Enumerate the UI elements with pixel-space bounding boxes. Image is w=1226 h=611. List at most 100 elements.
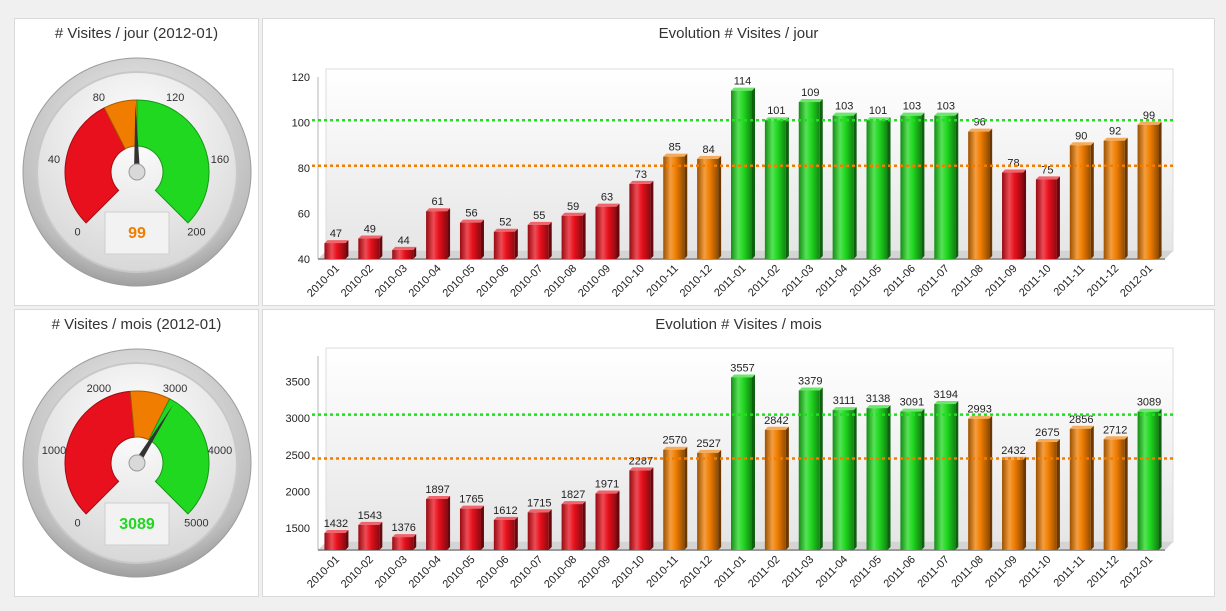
bar [493,231,515,259]
bar-top [764,426,789,430]
bar-top [358,521,383,525]
bar-value-label: 1612 [493,505,517,517]
bar [1002,172,1024,259]
x-tick-label: 2011-03 [780,554,816,590]
bar [1002,459,1024,550]
bar-top [866,405,891,409]
bar-value-label: 63 [601,192,613,204]
bar [798,102,820,260]
bar-value-label: 2570 [662,435,686,447]
bar [595,493,617,550]
x-tick-label: 2011-05 [848,554,884,590]
bar-value-label: 1715 [527,497,551,509]
bar-side [514,516,518,550]
gauge-readout-box [104,502,170,546]
bar-top [900,408,925,412]
bar-value-label: 49 [364,224,376,236]
bar [1137,124,1159,260]
x-tick-label: 2010-01 [305,263,342,300]
bar-side [413,246,417,259]
gauge-tick-label: 200 [187,226,205,238]
x-tick-label: 2011-12 [1085,554,1121,590]
bar-value-label: 75 [1041,164,1053,176]
gauge-tick-label: 40 [48,154,60,166]
bar-side [887,117,891,259]
bar-side [582,212,586,259]
bar-side [447,495,451,550]
bar-side [819,99,823,260]
bar [730,377,753,550]
bar-value-label: 3089 [1137,397,1161,409]
bar-top [832,112,857,116]
bar-value-label: 1543 [358,510,382,522]
bar-top [1103,436,1128,440]
bar [459,222,481,259]
bar-top [730,87,756,91]
bar-value-label: 1376 [391,522,415,534]
bar [968,131,990,259]
gauge-tick-label: 2000 [87,383,111,395]
gauge-segment [64,107,126,224]
bar [392,249,414,259]
bar-side [582,501,586,550]
bar [595,206,617,259]
y-tick-label: 1500 [286,523,310,535]
bar-top [459,219,484,223]
bar-side [1124,436,1128,550]
bar [1103,439,1125,550]
bar-side [1090,425,1094,550]
gauge-tick-label: 3000 [163,383,187,395]
bar-value-label: 101 [767,105,785,117]
bar-value-label: 61 [431,196,443,208]
y-tick-label: 80 [298,163,310,175]
gauge-monthly: 0 1000 2000 3000 4000 5000 3089 [22,348,252,578]
bar-value-label: 2675 [1035,427,1059,439]
bar-value-label: 1827 [561,489,585,501]
bar-side [1023,456,1027,550]
bar-value-label: 59 [567,201,579,213]
x-tick-label: 2010-09 [576,263,613,300]
x-tick-label: 2010-06 [474,554,511,591]
bar-side [752,87,756,260]
x-tick-label: 2011-12 [1085,263,1121,299]
bar [358,238,380,259]
bar-side [921,408,925,550]
bar-value-label: 103 [903,101,921,113]
bar-value-label: 3111 [833,395,856,407]
bar [866,120,888,259]
x-tick-label: 2010-02 [339,554,376,591]
x-tick-label: 2011-09 [983,554,1019,590]
gauge-panel-monthly: # Visites / mois (2012-01) 0 1000 2000 3000… [14,309,259,597]
gauge-title-monthly: # Visites / mois (2012-01) [51,316,222,333]
x-tick-label: 2011-11 [1052,554,1088,590]
bar-top [392,246,417,250]
bar [629,470,651,550]
chart-title-monthly: Evolution # Visites / mois [655,316,822,333]
x-tick-label: 2011-06 [882,263,918,299]
bar-value-label: 1432 [324,518,348,530]
bar-value-label: 96 [974,117,986,129]
bar-value-label: 2856 [1069,414,1093,426]
x-tick-label: 2010-05 [441,263,478,300]
bar [900,115,922,259]
bar [1069,428,1091,550]
bar-value-label: 78 [1007,158,1019,170]
bar-top [392,534,417,538]
gauge-needle [134,405,173,465]
bar-value-label: 44 [398,235,410,247]
bar-top [493,516,518,520]
gauge-tick-label: 1000 [42,445,66,457]
bar [392,537,414,550]
bar-value-label: 2712 [1103,424,1127,436]
bar-value-label: 84 [702,144,714,156]
bar-side [379,521,383,550]
bar-top [459,505,484,509]
x-tick-label: 2011-01 [712,263,748,299]
gauge-title-daily: # Visites / jour (2012-01) [54,25,219,42]
bar [324,243,346,259]
bar [1035,442,1057,550]
x-tick-label: 2011-05 [848,263,884,299]
chart-panel-monthly: Evolution # Visites / mois 1500 2000 2500 3… [262,309,1215,597]
bar-side [921,112,925,259]
bar-top [358,235,383,239]
